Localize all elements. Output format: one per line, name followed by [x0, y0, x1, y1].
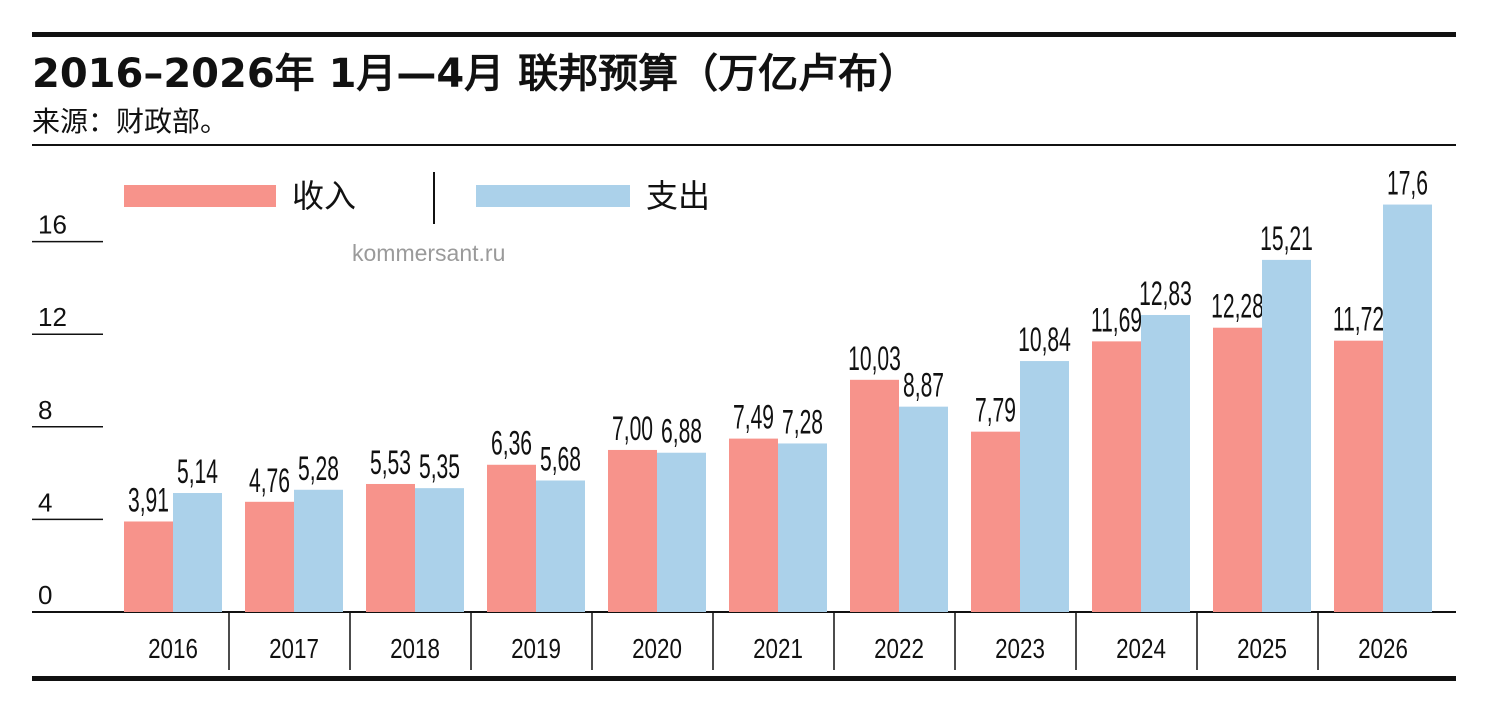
data-label-revenue: 6,36 [491, 424, 532, 462]
bar-revenue [124, 521, 173, 612]
top-rule [32, 32, 1456, 37]
bar-revenue [487, 464, 536, 612]
legend-swatch-expenditure [476, 185, 630, 207]
bar-expenditure [1141, 314, 1190, 612]
x-category-label: 2019 [511, 634, 561, 665]
data-label-revenue: 12,28 [1211, 286, 1264, 324]
data-label-expenditure: 5,35 [419, 447, 460, 485]
data-label-revenue: 5,53 [370, 443, 411, 481]
data-label-expenditure: 5,14 [177, 452, 218, 490]
bar-revenue [1092, 341, 1141, 612]
x-category-label: 2022 [874, 634, 924, 665]
x-category-label: 2021 [753, 634, 803, 665]
bar-revenue [850, 379, 899, 612]
bar-revenue [1213, 327, 1262, 612]
bar-expenditure [1383, 204, 1432, 612]
x-category-label: 2023 [995, 634, 1045, 665]
data-label-expenditure: 12,83 [1139, 274, 1192, 312]
data-label-expenditure: 8,87 [903, 365, 944, 403]
bar-expenditure [778, 443, 827, 612]
bar-expenditure [173, 493, 222, 612]
y-tick-label: 12 [38, 302, 67, 332]
data-label-revenue: 11,69 [1091, 300, 1142, 338]
x-category-label: 2017 [269, 634, 319, 665]
x-category-label: 2025 [1237, 634, 1287, 665]
data-label-revenue: 7,79 [975, 390, 1016, 428]
data-label-revenue: 11,72 [1333, 299, 1384, 337]
bar-expenditure [1262, 259, 1311, 612]
legend-swatch-revenue [124, 185, 276, 207]
bar-expenditure [1020, 361, 1069, 612]
data-label-expenditure: 5,68 [540, 439, 581, 477]
bar-expenditure [899, 406, 948, 612]
x-category-label: 2020 [632, 634, 682, 665]
source-note: 来源：财政部。 [32, 105, 229, 138]
y-tick-label: 4 [38, 487, 52, 517]
data-label-expenditure: 5,28 [298, 449, 339, 487]
data-label-revenue: 4,76 [249, 461, 290, 499]
data-label-expenditure: 6,88 [661, 411, 702, 449]
data-label-revenue: 7,49 [733, 397, 774, 435]
bar-revenue [366, 483, 415, 612]
bar-expenditure [415, 488, 464, 612]
chart-title: 2016–2026年 1月—4月 联邦预算（万亿卢布） [32, 51, 919, 97]
data-label-revenue: 3,91 [128, 480, 169, 518]
bar-expenditure [657, 452, 706, 612]
legend-label-revenue: 收入 [292, 177, 357, 215]
x-category-label: 2026 [1358, 634, 1408, 665]
data-label-revenue: 10,03 [848, 339, 901, 377]
bar-expenditure [536, 480, 585, 612]
data-label-expenditure: 17,6 [1387, 163, 1428, 201]
bar-revenue [729, 438, 778, 612]
watermark: kommersant.ru [352, 240, 506, 266]
y-tick-label: 16 [38, 210, 67, 240]
x-category-label: 2016 [148, 634, 198, 665]
bar-revenue [608, 449, 657, 612]
y-tick-label: 0 [38, 580, 52, 610]
bar-revenue [245, 501, 294, 612]
data-label-revenue: 7,00 [612, 409, 653, 447]
x-category-label: 2024 [1116, 634, 1166, 665]
bar-expenditure [294, 489, 343, 612]
data-label-expenditure: 10,84 [1018, 320, 1071, 358]
bottom-rule [32, 676, 1456, 681]
x-category-label: 2018 [390, 634, 440, 665]
bar-revenue [1334, 340, 1383, 612]
legend-separator [433, 172, 435, 224]
header-divider [32, 144, 1456, 146]
y-tick-label: 8 [38, 395, 52, 425]
legend-label-expenditure: 支出 [646, 177, 711, 215]
data-label-expenditure: 15,21 [1260, 219, 1313, 257]
bar-revenue [971, 431, 1020, 612]
data-label-expenditure: 7,28 [782, 402, 823, 440]
